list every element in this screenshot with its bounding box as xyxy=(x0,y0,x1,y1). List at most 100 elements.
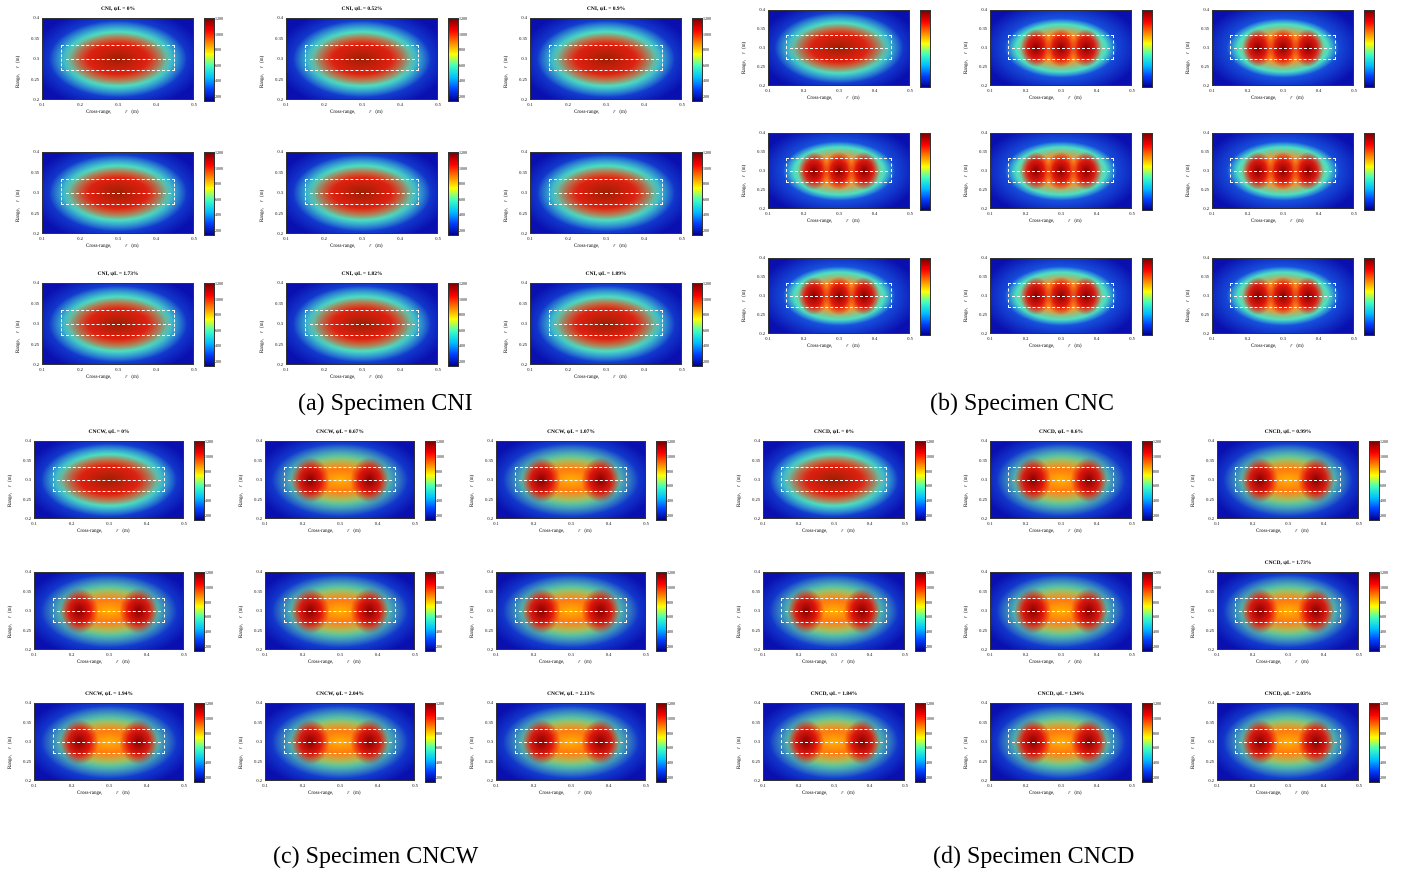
colorbar xyxy=(692,18,703,102)
heatmap-panel: CNI, ψL = 0.9% 1200 1000 800 600 400 200 0.4 0.3… xyxy=(504,6,711,115)
y-axis-label-unit: (m) xyxy=(1186,289,1191,298)
x-tick-label: 0.1 xyxy=(527,236,533,241)
x-tick-label: 0.2 xyxy=(565,102,571,107)
colorbar xyxy=(1369,572,1380,652)
x-axis-label: Cross-range, r (m) xyxy=(807,344,860,349)
x-tick-label: 0.3 xyxy=(831,521,837,526)
y-axis-label-unit: (m) xyxy=(504,55,509,64)
colorbar-tick-label: 600 xyxy=(205,483,211,489)
x-tick-label: 0.4 xyxy=(1315,211,1322,216)
heatmap-image xyxy=(265,441,415,519)
y-axis-label-symbol: r xyxy=(1191,616,1196,618)
y-tick-label: 0.4 xyxy=(981,7,987,12)
colorbar-tick-label: 600 xyxy=(1153,745,1159,751)
x-tick-label: 0.2 xyxy=(68,652,75,657)
x-tick-label: 0.3 xyxy=(831,652,837,657)
x-tick-label: 0.4 xyxy=(1320,783,1327,788)
specimen-centerline xyxy=(309,193,415,194)
colorbar-tick-label: 400 xyxy=(436,760,442,766)
y-axis-label-unit: (m) xyxy=(16,55,21,64)
x-axis-label: Cross-range, r (m) xyxy=(802,660,855,665)
heatmap-panel: CNCW, ψL = 2.04% 1200 1000 800 600 400 200 0.4 0… xyxy=(239,691,444,796)
specimen-centerline xyxy=(519,742,623,743)
heatmap-panel: CNCW, ψL = 1.94% 1200 1000 800 600 400 200 0.4 0… xyxy=(8,691,213,796)
y-tick-label: 0.35 xyxy=(752,588,760,594)
y-axis-label-unit: (m) xyxy=(470,736,475,745)
y-tick-label: 0.4 xyxy=(521,280,527,285)
x-tick-label: 0.3 xyxy=(106,521,112,526)
x-tick-label: 0.4 xyxy=(143,783,150,788)
heatmap-panel: CNCW, ψL = 0% 1200 1000 800 600 400 200 0.4 0.35… xyxy=(8,429,213,534)
colorbar-tick-label: 600 xyxy=(1153,614,1159,620)
x-tick-label: 0.5 xyxy=(679,236,685,241)
colorbar-tick-label: 600 xyxy=(205,745,211,751)
y-tick-label: 0.2 xyxy=(25,778,31,783)
y-axis-label-symbol: r xyxy=(964,300,969,302)
y-axis-label-symbol: r xyxy=(239,747,244,749)
y-tick-label: 0.35 xyxy=(757,149,765,154)
x-tick-label: 0.3 xyxy=(836,88,842,93)
x-tick-label: 0.2 xyxy=(565,236,571,241)
y-axis-label-symbol: r xyxy=(964,485,969,487)
x-axis-label-unit: (m) xyxy=(375,375,383,380)
colorbar-tick-label: 600 xyxy=(1380,483,1386,489)
x-tick-label: 0.2 xyxy=(795,783,802,788)
colorbar-tick-label: 800 xyxy=(1380,730,1386,736)
y-tick-label: 0.3 xyxy=(521,321,527,326)
x-tick-label: 0.2 xyxy=(1249,652,1256,657)
colorbar-tick-label: 600 xyxy=(1380,745,1386,751)
x-tick-label: 0.3 xyxy=(337,652,343,657)
y-axis-label-text: Range, xyxy=(504,207,509,222)
colorbar xyxy=(1369,703,1380,783)
x-axis-label-unit: (m) xyxy=(852,219,860,224)
x-tick-label: 0.5 xyxy=(435,236,441,241)
panel-title: CNCW, ψL = 0.67% xyxy=(316,429,364,435)
heatmap-panel: 1200 1000 800 600 400 200 0.4 0.35 0.3 0.25 0.2 0.1… xyxy=(737,569,934,665)
y-axis-label-text: Range, xyxy=(470,754,475,769)
colorbar-tick-label: 600 xyxy=(436,614,442,620)
y-tick-label: 0.3 xyxy=(33,321,39,326)
colorbar-tick-label: 600 xyxy=(667,614,673,620)
y-tick-label: 0.25 xyxy=(752,627,760,633)
y-tick-label: 0.4 xyxy=(1203,255,1209,260)
colorbar xyxy=(1364,258,1375,336)
x-tick-label: 0.4 xyxy=(374,783,381,788)
specimen-centerline xyxy=(1012,742,1110,743)
colorbar-tick-label: 800 xyxy=(703,312,709,318)
x-tick-label: 0.3 xyxy=(603,236,609,241)
x-tick-label: 0.3 xyxy=(836,336,842,341)
x-tick-label: 0.3 xyxy=(115,236,121,241)
y-tick-label: 0.25 xyxy=(519,210,527,216)
specimen-centerline xyxy=(1239,480,1337,481)
x-tick-label: 0.2 xyxy=(1249,521,1256,526)
colorbar-tick-label: 800 xyxy=(1380,599,1386,605)
x-tick-label: 0.5 xyxy=(435,367,441,372)
colorbar xyxy=(1142,703,1153,783)
colorbar xyxy=(448,152,459,236)
y-axis-label: Range, r (m) xyxy=(16,190,21,222)
x-tick-label: 0.4 xyxy=(1093,783,1100,788)
y-tick-label: 0.4 xyxy=(25,569,31,574)
specimen-centerline xyxy=(65,193,171,194)
y-tick-label: 0.35 xyxy=(752,719,760,725)
x-tick-label: 0.5 xyxy=(412,521,418,526)
x-tick-label: 0.5 xyxy=(902,652,908,657)
x-axis-label-symbol: r xyxy=(841,791,844,796)
y-tick-label: 0.4 xyxy=(277,149,283,154)
caption-specimen-cncw: (c) Specimen CNCW xyxy=(273,843,479,869)
y-tick-label: 0.25 xyxy=(1206,758,1214,764)
colorbar-tick-label: 1200 xyxy=(926,701,934,706)
y-tick-label: 0.4 xyxy=(981,130,987,135)
y-tick-label: 0.35 xyxy=(31,169,39,175)
colorbar-tick-label: 1000 xyxy=(436,584,444,590)
specimen-centerline xyxy=(65,59,171,60)
y-axis-label: Range, r (m) xyxy=(260,321,265,353)
colorbar xyxy=(448,283,459,367)
y-tick-label: 0.35 xyxy=(757,26,765,31)
x-tick-label: 0.1 xyxy=(987,783,993,788)
y-tick-label: 0.2 xyxy=(277,362,283,367)
x-axis-label: Cross-range, r (m) xyxy=(574,244,627,249)
y-tick-label: 0.2 xyxy=(981,778,987,783)
colorbar-tick-label: 1000 xyxy=(667,453,675,459)
y-tick-label: 0.25 xyxy=(31,76,39,82)
